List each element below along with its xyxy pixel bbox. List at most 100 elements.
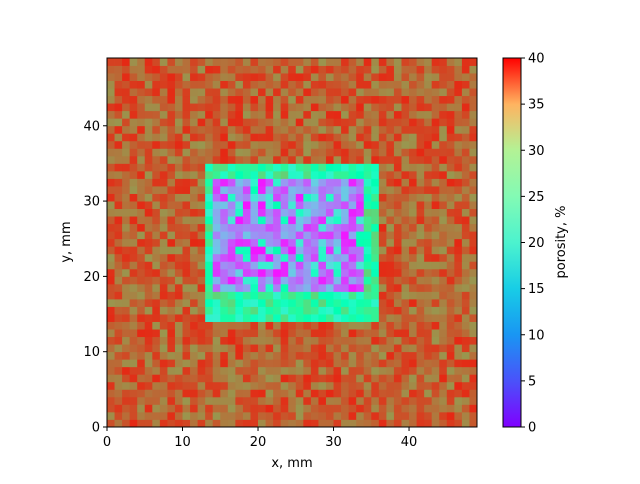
heatmap-cell — [280, 366, 289, 375]
heatmap-cell — [107, 344, 115, 353]
heatmap-cell — [401, 351, 410, 360]
heatmap-cell — [341, 261, 350, 270]
heatmap-cell — [333, 359, 342, 368]
heatmap-cell — [227, 88, 236, 97]
heatmap-cell — [341, 329, 350, 338]
heatmap-cell — [325, 201, 334, 210]
heatmap-cell — [235, 216, 244, 225]
heatmap-cell — [197, 419, 206, 428]
heatmap-cell — [288, 268, 297, 277]
heatmap-cell — [333, 381, 342, 390]
heatmap-cell — [469, 201, 478, 210]
heatmap-cell — [333, 329, 342, 338]
heatmap-cell — [356, 216, 365, 225]
heatmap-cell — [386, 321, 395, 330]
heatmap-cell — [182, 73, 191, 81]
heatmap-cell — [227, 58, 236, 66]
heatmap-cell — [190, 396, 199, 405]
heatmap-cell — [378, 216, 387, 225]
heatmap-cell — [416, 73, 425, 81]
heatmap-cell — [333, 178, 342, 187]
heatmap-cell — [144, 374, 153, 383]
heatmap-cell — [348, 396, 357, 405]
heatmap-cell — [197, 389, 206, 398]
heatmap-cell — [174, 268, 183, 277]
heatmap-cell — [144, 95, 153, 104]
heatmap-cell — [409, 80, 417, 89]
heatmap-cell — [341, 374, 350, 383]
heatmap-cell — [318, 396, 327, 405]
heatmap-cell — [333, 389, 342, 398]
heatmap-cell — [273, 411, 282, 420]
heatmap-cell — [144, 366, 153, 375]
heatmap-cell — [461, 73, 470, 81]
x-tick-label: 10 — [174, 435, 191, 450]
heatmap-cell — [378, 396, 387, 405]
heatmap-cell — [325, 298, 334, 307]
heatmap-cell — [469, 95, 478, 104]
heatmap-cell — [310, 404, 319, 413]
heatmap-cell — [174, 133, 183, 142]
heatmap-cell — [386, 336, 395, 345]
heatmap-cell — [137, 73, 146, 81]
heatmap-cell — [152, 344, 161, 353]
heatmap-cell — [416, 208, 425, 217]
heatmap-cell — [469, 186, 478, 194]
heatmap-cell — [107, 298, 115, 307]
heatmap-cell — [205, 268, 214, 277]
heatmap-cell — [212, 170, 221, 179]
heatmap-cell — [182, 404, 191, 413]
heatmap-cell — [439, 88, 448, 97]
heatmap-cell — [469, 125, 478, 134]
heatmap-cell — [129, 58, 138, 66]
heatmap-cell — [159, 321, 168, 330]
heatmap-cell — [393, 110, 402, 119]
heatmap-cell — [325, 73, 334, 81]
heatmap-cell — [258, 155, 266, 164]
heatmap-cell — [439, 366, 448, 375]
heatmap-cell — [190, 133, 199, 142]
heatmap-cell — [318, 374, 327, 383]
heatmap-cell — [152, 125, 161, 134]
heatmap-cell — [333, 186, 342, 194]
heatmap-cell — [212, 110, 221, 119]
heatmap-cell — [212, 366, 221, 375]
heatmap-cell — [310, 170, 319, 179]
heatmap-cell — [114, 73, 123, 81]
heatmap-cell — [378, 411, 387, 420]
heatmap-cell — [280, 133, 289, 142]
heatmap-cell — [144, 261, 153, 270]
heatmap-cell — [288, 208, 297, 217]
heatmap-cell — [318, 359, 327, 368]
heatmap-cell — [265, 216, 274, 225]
heatmap-cell — [167, 65, 176, 74]
heatmap-cell — [190, 73, 199, 81]
heatmap-cell — [152, 133, 161, 142]
heatmap-cell — [348, 58, 357, 66]
heatmap-cell — [227, 291, 236, 300]
heatmap-cell — [356, 110, 365, 119]
heatmap-cell — [461, 140, 470, 149]
heatmap-cell — [363, 88, 372, 97]
heatmap-cell — [348, 366, 357, 375]
heatmap-cell — [212, 133, 221, 142]
heatmap-cell — [122, 298, 131, 307]
heatmap-cell — [416, 381, 425, 390]
heatmap-cell — [235, 374, 244, 383]
heatmap-cell — [371, 223, 380, 232]
heatmap-cell — [356, 389, 365, 398]
heatmap-cell — [416, 351, 425, 360]
heatmap-cell — [227, 253, 236, 262]
heatmap-cell — [431, 193, 440, 202]
heatmap-cell — [205, 110, 214, 119]
heatmap-cell — [454, 351, 463, 360]
heatmap-cell — [129, 359, 138, 368]
heatmap-cell — [401, 374, 410, 383]
heatmap-cell — [280, 389, 289, 398]
heatmap-cell — [273, 208, 282, 217]
heatmap-cell — [288, 246, 297, 255]
heatmap-cell — [401, 246, 410, 255]
heatmap-cell — [205, 246, 214, 255]
heatmap-cell — [431, 88, 440, 97]
heatmap-cell — [295, 88, 304, 97]
